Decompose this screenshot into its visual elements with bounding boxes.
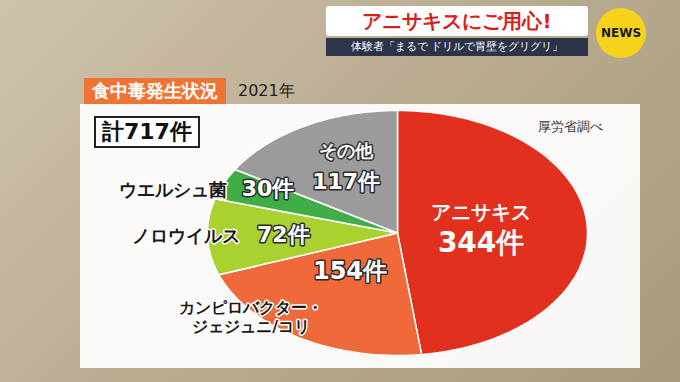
html-text:2021年: 2021年 (238, 81, 295, 100)
html-text:食中毒発生状況: 食中毒発生状況 (92, 80, 218, 101)
html-text:計717件: 計717件 (102, 119, 192, 144)
svg-text:アニサキス: アニサキス (431, 200, 531, 224)
svg-text:117件: 117件 (312, 169, 380, 194)
svg-text:154件: 154件 (313, 257, 387, 285)
svg-text:344件: 344件 (438, 226, 524, 259)
svg-text:カンピロバクター・ジェジュニ/コリ: カンピロバクター・ジェジュニ/コリ (179, 298, 323, 336)
svg-text:72件: 72件 (257, 222, 310, 247)
html-text:NEWS: NEWS (600, 26, 642, 40)
svg-text:その他: その他 (319, 140, 374, 161)
svg-text:ウエルシュ菌: ウエルシュ菌 (119, 179, 227, 200)
html-text:アニサキスにご用心!: アニサキスにご用心! (362, 9, 552, 33)
svg-text:ノロウイルス: ノロウイルス (132, 225, 240, 246)
html-text:厚労省調べ: 厚労省調べ (538, 119, 603, 134)
svg-text:30件: 30件 (242, 176, 295, 201)
html-text:体験者「まるで ドリルで胃壁をグリグリ」: 体験者「まるで ドリルで胃壁をグリグリ」 (350, 40, 564, 53)
